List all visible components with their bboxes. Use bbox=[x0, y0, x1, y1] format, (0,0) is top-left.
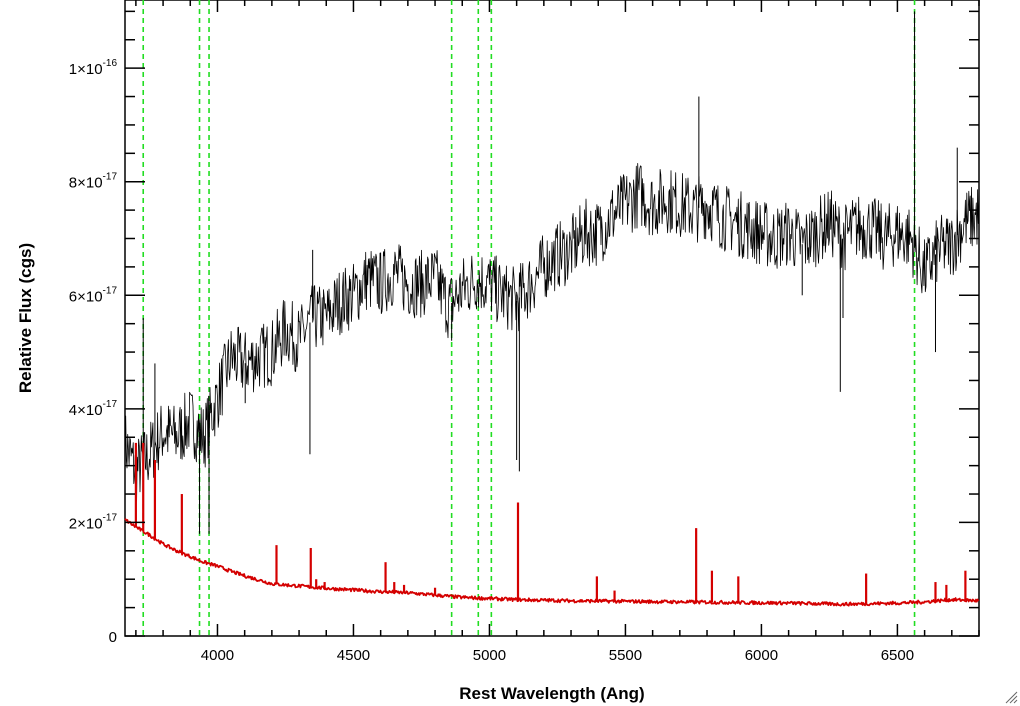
x-axis: 4000 4500 5000 5500 6000 6500 bbox=[135, 0, 980, 664]
y-tick-label: 8×10-17 bbox=[69, 172, 118, 192]
plot-frame bbox=[124, 0, 980, 637]
resize-grip-icon[interactable] bbox=[1004, 690, 1018, 704]
series-layer bbox=[124, 11, 980, 607]
x-tick-label: 6500 bbox=[881, 647, 914, 664]
series-line bbox=[124, 163, 980, 502]
series-line bbox=[124, 518, 980, 607]
x-tick-label: 4000 bbox=[201, 647, 234, 664]
x-tick-label: 6000 bbox=[745, 647, 778, 664]
emission-line-markers bbox=[142, 0, 916, 636]
x-tick-label: 4500 bbox=[337, 647, 370, 664]
y-tick-label: 6×10-17 bbox=[69, 285, 118, 305]
y-tick-label: 4×10-17 bbox=[69, 399, 118, 419]
y-tick-label: 2×10-17 bbox=[69, 512, 118, 532]
x-tick-label: 5000 bbox=[473, 647, 506, 664]
y-tick-label: 0 bbox=[109, 629, 117, 646]
x-tick-label: 5500 bbox=[609, 647, 642, 664]
x-axis-title: Rest Wavelength (Ang) bbox=[459, 684, 644, 703]
y-axis: 0 2×10-17 4×10-17 6×10-17 8×10-17 1×10-16 bbox=[69, 10, 979, 646]
y-tick-label: 1×10-16 bbox=[69, 58, 118, 78]
y-axis-title: Relative Flux (cgs) bbox=[16, 243, 35, 393]
